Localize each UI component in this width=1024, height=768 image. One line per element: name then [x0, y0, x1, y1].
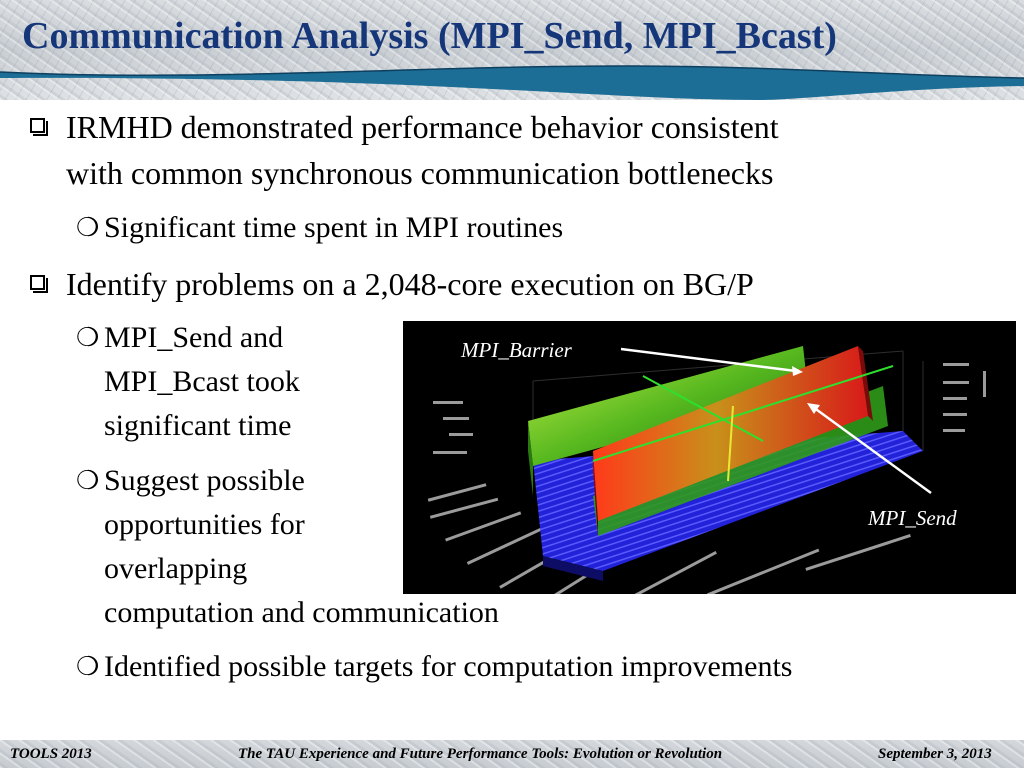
checkbox-bullet-icon	[30, 118, 48, 136]
callout-mpi-send: MPI_Send	[868, 506, 957, 530]
header-wave	[0, 65, 1024, 100]
bullet-line: Significant time spent in MPI routines	[104, 211, 564, 244]
circle-bullet-icon: ❍	[76, 466, 100, 495]
subbullet-suggest-overlap: ❍ Suggest possible opportunities for ove…	[76, 459, 499, 635]
circle-bullet-icon: ❍	[76, 652, 100, 681]
bullet-line: Identify problems on a 2,048-core execut…	[66, 266, 754, 302]
header-banner: Communication Analysis (MPI_Send, MPI_Bc…	[0, 0, 1024, 100]
footer-right: September 3, 2013	[878, 746, 992, 762]
bullet-line: with common synchronous communication bo…	[66, 155, 774, 191]
bullet-line: Suggest possible	[104, 464, 305, 497]
footer-left: TOOLS 2013	[10, 746, 92, 762]
bullet-line: MPI_Send and	[104, 321, 284, 354]
bullet-line: IRMHD demonstrated performance behavior …	[66, 109, 779, 145]
checkbox-bullet-icon	[30, 275, 48, 293]
bullet-line: overlapping	[104, 552, 248, 585]
bullet-line: significant time	[104, 409, 292, 442]
slide-title: Communication Analysis (MPI_Send, MPI_Bc…	[22, 15, 837, 57]
profile-3d-image	[427, 346, 986, 594]
bullet-line: MPI_Bcast took	[104, 365, 300, 398]
footer-bar: TOOLS 2013 The TAU Experience and Future…	[0, 740, 1024, 768]
bullet-line: opportunities for	[104, 508, 305, 541]
bullet-line: Identified possible targets for computat…	[104, 650, 793, 683]
circle-bullet-icon: ❍	[76, 323, 100, 352]
callout-mpi-barrier: MPI_Barrier	[461, 338, 572, 362]
bullet-irmhd: IRMHD demonstrated performance behavior …	[30, 104, 779, 196]
footer-center: The TAU Experience and Future Performanc…	[238, 746, 723, 762]
bullet-identify-problems: Identify problems on a 2,048-core execut…	[30, 261, 754, 307]
subbullet-identified-targets: ❍ Identified possible targets for comput…	[76, 645, 793, 689]
profile-3d-visualization: MPI_Barrier MPI_Send	[403, 321, 1016, 594]
subbullet-significant-time: ❍ Significant time spent in MPI routines	[76, 206, 564, 250]
bullet-line: computation and communication	[104, 596, 499, 629]
subbullet-mpi-send: ❍ MPI_Send and MPI_Bcast took significan…	[76, 316, 300, 448]
circle-bullet-icon: ❍	[76, 213, 100, 242]
